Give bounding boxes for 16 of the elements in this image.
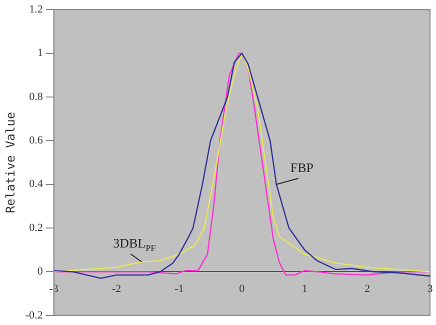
y-tick-label: -0.2 [25, 309, 43, 322]
x-tick-label: 0 [239, 283, 246, 296]
y-tick-label: 1.2 [29, 3, 43, 16]
y-tick-label: 0.2 [29, 222, 43, 234]
x-tick-label: -2 [112, 283, 122, 296]
y-tick-label: 1 [37, 47, 43, 60]
y-tick-label: 0.8 [29, 90, 44, 103]
x-tick-label: 3 [427, 283, 434, 296]
y-tick-label: 0.6 [29, 134, 44, 147]
y-tick-label: 0 [37, 266, 44, 278]
y-axis-title: Relative Value [3, 112, 18, 214]
x-tick-label: -1 [174, 283, 184, 296]
y-tick-label: 0.4 [29, 178, 44, 190]
series-label: FBP [290, 160, 314, 175]
x-tick-label: 1 [302, 283, 308, 296]
x-tick-label: 2 [364, 283, 370, 296]
